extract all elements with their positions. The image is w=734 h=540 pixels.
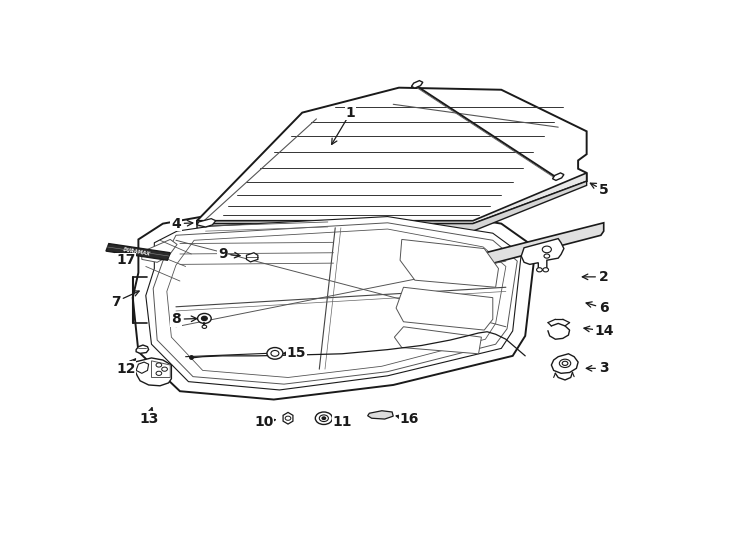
Circle shape [559,359,571,368]
Polygon shape [106,244,170,260]
Text: DURAMAX: DURAMAX [123,247,151,256]
Circle shape [285,416,291,420]
Polygon shape [167,229,506,377]
Circle shape [271,350,279,356]
Text: 1: 1 [346,106,355,120]
Circle shape [202,325,207,328]
Polygon shape [521,239,564,271]
Polygon shape [283,413,293,424]
Text: 7: 7 [111,295,120,309]
Text: 17: 17 [116,253,136,267]
Polygon shape [146,217,521,390]
Circle shape [197,313,211,323]
Text: 10: 10 [255,415,274,429]
Circle shape [537,268,542,272]
Polygon shape [133,206,535,400]
Text: 3: 3 [599,361,608,375]
Circle shape [316,412,333,424]
Text: 8: 8 [171,312,181,326]
Polygon shape [396,287,493,330]
Circle shape [544,254,550,258]
Polygon shape [485,223,603,265]
Circle shape [319,415,328,422]
Polygon shape [197,181,586,231]
Polygon shape [412,80,423,88]
Circle shape [156,371,161,375]
Polygon shape [153,223,517,384]
Circle shape [542,246,551,253]
Polygon shape [197,219,216,227]
Polygon shape [400,239,498,287]
Polygon shape [394,327,482,354]
Polygon shape [136,345,148,353]
Polygon shape [553,173,564,180]
Text: 5: 5 [599,184,608,198]
Text: 9: 9 [218,247,228,261]
Text: 13: 13 [139,412,159,426]
Polygon shape [142,239,177,262]
Circle shape [543,268,548,272]
Polygon shape [247,253,258,262]
Text: 14: 14 [594,324,614,338]
Polygon shape [151,361,170,377]
Circle shape [322,417,326,420]
Polygon shape [551,354,578,373]
Text: 11: 11 [333,415,352,429]
Text: 2: 2 [599,270,608,284]
Circle shape [202,316,207,321]
Polygon shape [134,358,172,386]
Circle shape [562,361,568,366]
Text: 16: 16 [399,412,419,426]
Polygon shape [136,362,148,373]
Text: 15: 15 [287,346,306,360]
Text: 4: 4 [171,217,181,231]
Polygon shape [197,173,586,224]
Circle shape [156,363,161,367]
Polygon shape [197,87,586,224]
Text: 12: 12 [116,362,136,376]
Text: 6: 6 [599,301,608,315]
Polygon shape [368,411,393,419]
Circle shape [267,348,283,359]
Circle shape [161,367,167,371]
